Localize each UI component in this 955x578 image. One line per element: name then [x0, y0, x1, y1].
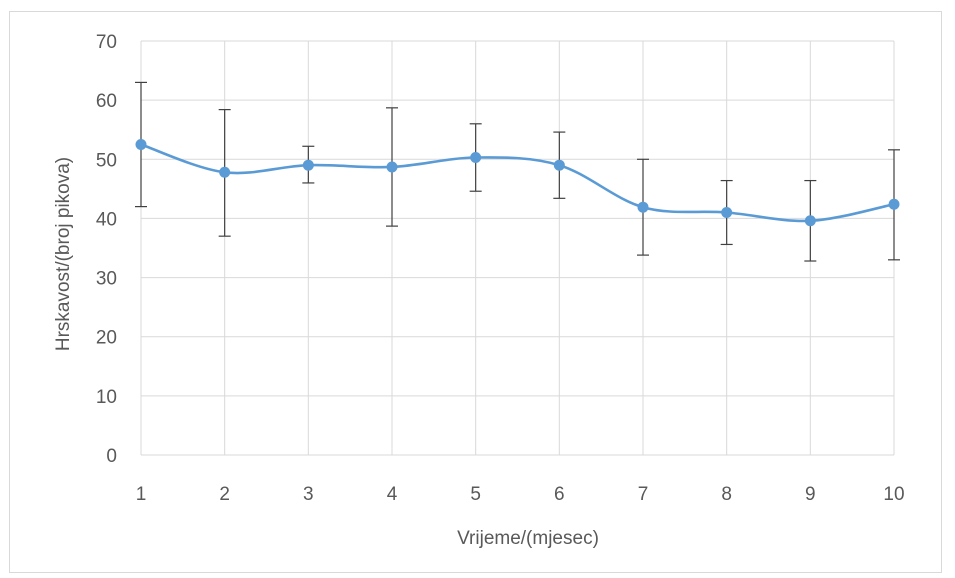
y-tick-label-70: 70 — [96, 32, 117, 53]
data-points — [136, 139, 900, 226]
x-tick-label-7: 7 — [638, 484, 649, 505]
x-tick-label-1: 1 — [136, 484, 147, 505]
x-tick-labels: 1 2 3 4 5 6 7 8 9 10 — [136, 484, 905, 505]
grid-lines — [141, 41, 894, 455]
series-line-0 — [141, 145, 894, 221]
x-tick-label-10: 10 — [883, 484, 904, 505]
y-tick-label-20: 20 — [96, 328, 117, 349]
data-point-3 — [303, 160, 314, 171]
x-axis-label: Vrijeme/(mjesec) — [457, 528, 599, 549]
data-point-8 — [721, 207, 732, 218]
data-point-4 — [387, 161, 398, 172]
data-point-2 — [219, 167, 230, 178]
y-tick-label-0: 0 — [106, 446, 117, 467]
x-tick-label-4: 4 — [387, 484, 398, 505]
data-point-5 — [470, 152, 481, 163]
series-line-layer — [141, 145, 894, 221]
x-tick-label-9: 9 — [805, 484, 816, 505]
data-point-9 — [805, 215, 816, 226]
y-tick-label-60: 60 — [96, 91, 117, 112]
x-tick-label-2: 2 — [219, 484, 230, 505]
x-tick-label-6: 6 — [554, 484, 565, 505]
y-tick-labels: 0 10 20 30 40 50 60 70 — [96, 32, 117, 467]
data-point-7 — [638, 202, 649, 213]
y-tick-label-40: 40 — [96, 209, 117, 230]
y-tick-label-50: 50 — [96, 150, 117, 171]
data-point-1 — [136, 139, 147, 150]
x-tick-label-8: 8 — [721, 484, 732, 505]
y-axis-label: Hrskavost/(broj pikova) — [53, 157, 74, 351]
data-point-10 — [889, 199, 900, 210]
x-tick-label-3: 3 — [303, 484, 314, 505]
data-point-6 — [554, 160, 565, 171]
y-tick-label-30: 30 — [96, 269, 117, 290]
y-tick-label-10: 10 — [96, 387, 117, 408]
x-tick-label-5: 5 — [470, 484, 481, 505]
